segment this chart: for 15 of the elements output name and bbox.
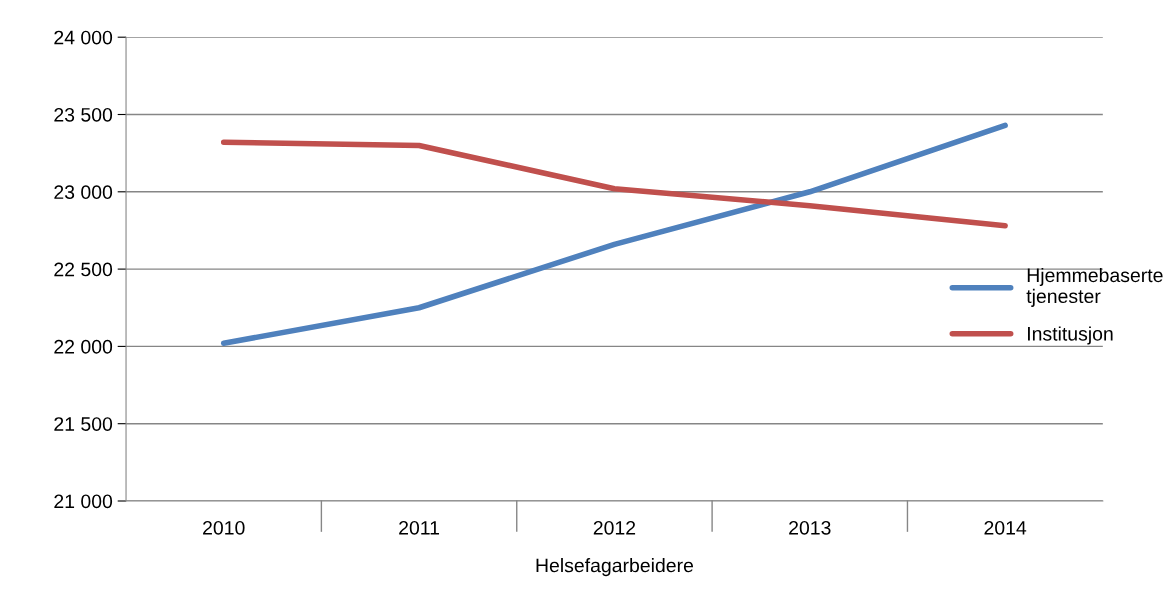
y-tick-label: 21 500 <box>54 417 113 431</box>
y-tick-label: 22 000 <box>54 339 113 354</box>
legend-label: Institusjon <box>1028 326 1113 345</box>
x-tick-label: 2010 <box>203 520 245 535</box>
y-tick-label: 21 000 <box>54 494 113 509</box>
x-tick-label: 2014 <box>984 520 1027 535</box>
y-tick-label: 23 000 <box>54 185 113 200</box>
y-tick-label: 24 000 <box>54 30 113 45</box>
x-tick-label: 2012 <box>593 520 636 535</box>
y-tick-label: 23 500 <box>54 107 113 122</box>
x-axis-title: Helsefagarbeidere <box>536 558 694 577</box>
x-tick-label: 2013 <box>789 520 831 535</box>
x-tick-label: 2011 <box>399 520 440 535</box>
legend-label: Hjemmebaserte tjenester <box>1026 267 1163 307</box>
y-tick-label: 22 500 <box>54 262 113 277</box>
